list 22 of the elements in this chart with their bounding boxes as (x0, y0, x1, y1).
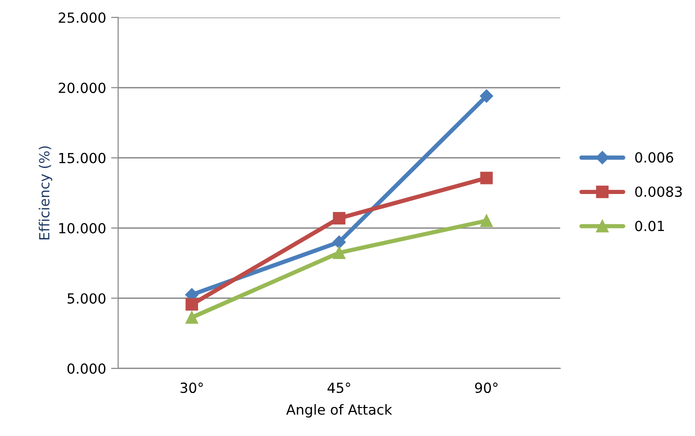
x-tick-label: 45° (328, 382, 350, 394)
x-axis-title: Angle of Attack (286, 404, 392, 418)
point (186, 298, 198, 311)
y-axis-title: Efficiency (%) (38, 146, 52, 240)
point (332, 246, 346, 259)
y-tick-label: 25.000 (58, 12, 106, 23)
legend-label: 0.0083 (635, 186, 682, 197)
point (480, 214, 493, 227)
y-tick-label: 10.000 (59, 222, 106, 234)
x-tick-label: 30° (180, 382, 203, 394)
x-tick-label: 90° (475, 382, 498, 394)
y-tick-label: 20.000 (58, 82, 106, 94)
point (332, 212, 346, 224)
legend-label: 0.01 (635, 220, 664, 232)
y-tick-label: 5.000 (68, 293, 106, 304)
point (480, 89, 494, 103)
y-tick-label: 0.000 (68, 363, 106, 374)
point (332, 235, 346, 249)
point (186, 311, 198, 324)
y-tick-label: 15.000 (59, 152, 106, 164)
point (480, 172, 493, 184)
legend-label: 0.006 (635, 152, 674, 163)
